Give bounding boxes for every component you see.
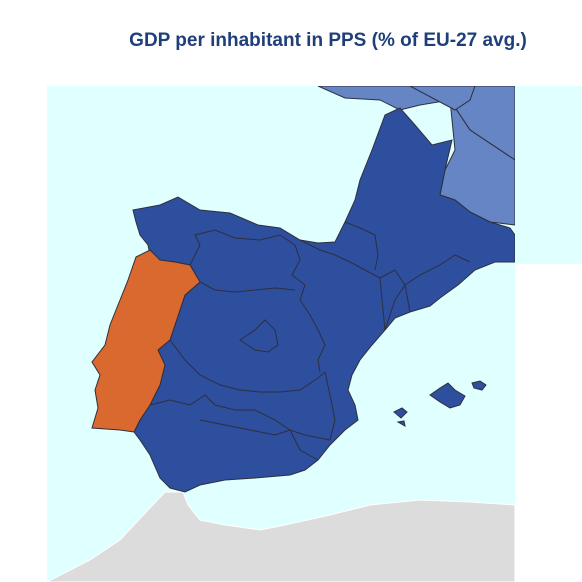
map-title: GDP per inhabitant in PPS (% of EU-27 av… xyxy=(129,30,527,51)
france-region xyxy=(317,86,515,161)
map-frame xyxy=(47,86,515,582)
sea-strip xyxy=(515,86,582,264)
france-region xyxy=(409,86,476,111)
north-africa xyxy=(47,491,515,582)
formentera xyxy=(396,420,406,427)
menorca xyxy=(471,380,487,391)
ibiza xyxy=(393,407,408,419)
map-svg xyxy=(47,86,515,582)
spain-internal-borders xyxy=(149,221,471,461)
mallorca xyxy=(429,382,466,409)
